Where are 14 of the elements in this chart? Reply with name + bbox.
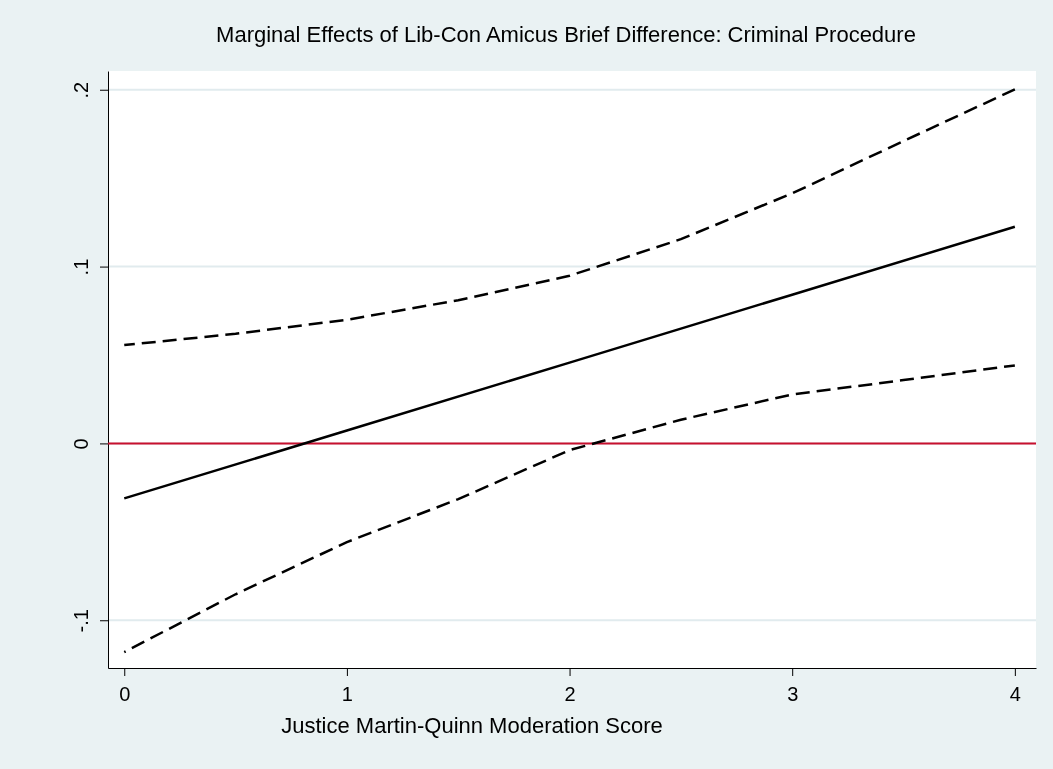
line-series	[123, 225, 1017, 500]
y-tick-label: -.1	[70, 609, 92, 633]
x-tick-label: 1	[341, 683, 353, 705]
x-tick-label: 3	[787, 683, 799, 705]
x-axis-title: Justice Martin-Quinn Moderation Score	[281, 713, 663, 738]
chart-title: Marginal Effects of Lib-Con Amicus Brief Difference: Criminal Procedure	[216, 22, 916, 47]
y-tick-label: .1	[70, 258, 92, 276]
y-tick-label: .2	[70, 81, 92, 99]
x-tick-label: 2	[564, 683, 576, 705]
line-series	[123, 364, 1017, 654]
line-series	[123, 88, 1017, 347]
x-tick-label: 4	[1009, 683, 1021, 705]
y-tick-label: 0	[70, 438, 92, 450]
x-tick-label: 0	[119, 683, 131, 705]
